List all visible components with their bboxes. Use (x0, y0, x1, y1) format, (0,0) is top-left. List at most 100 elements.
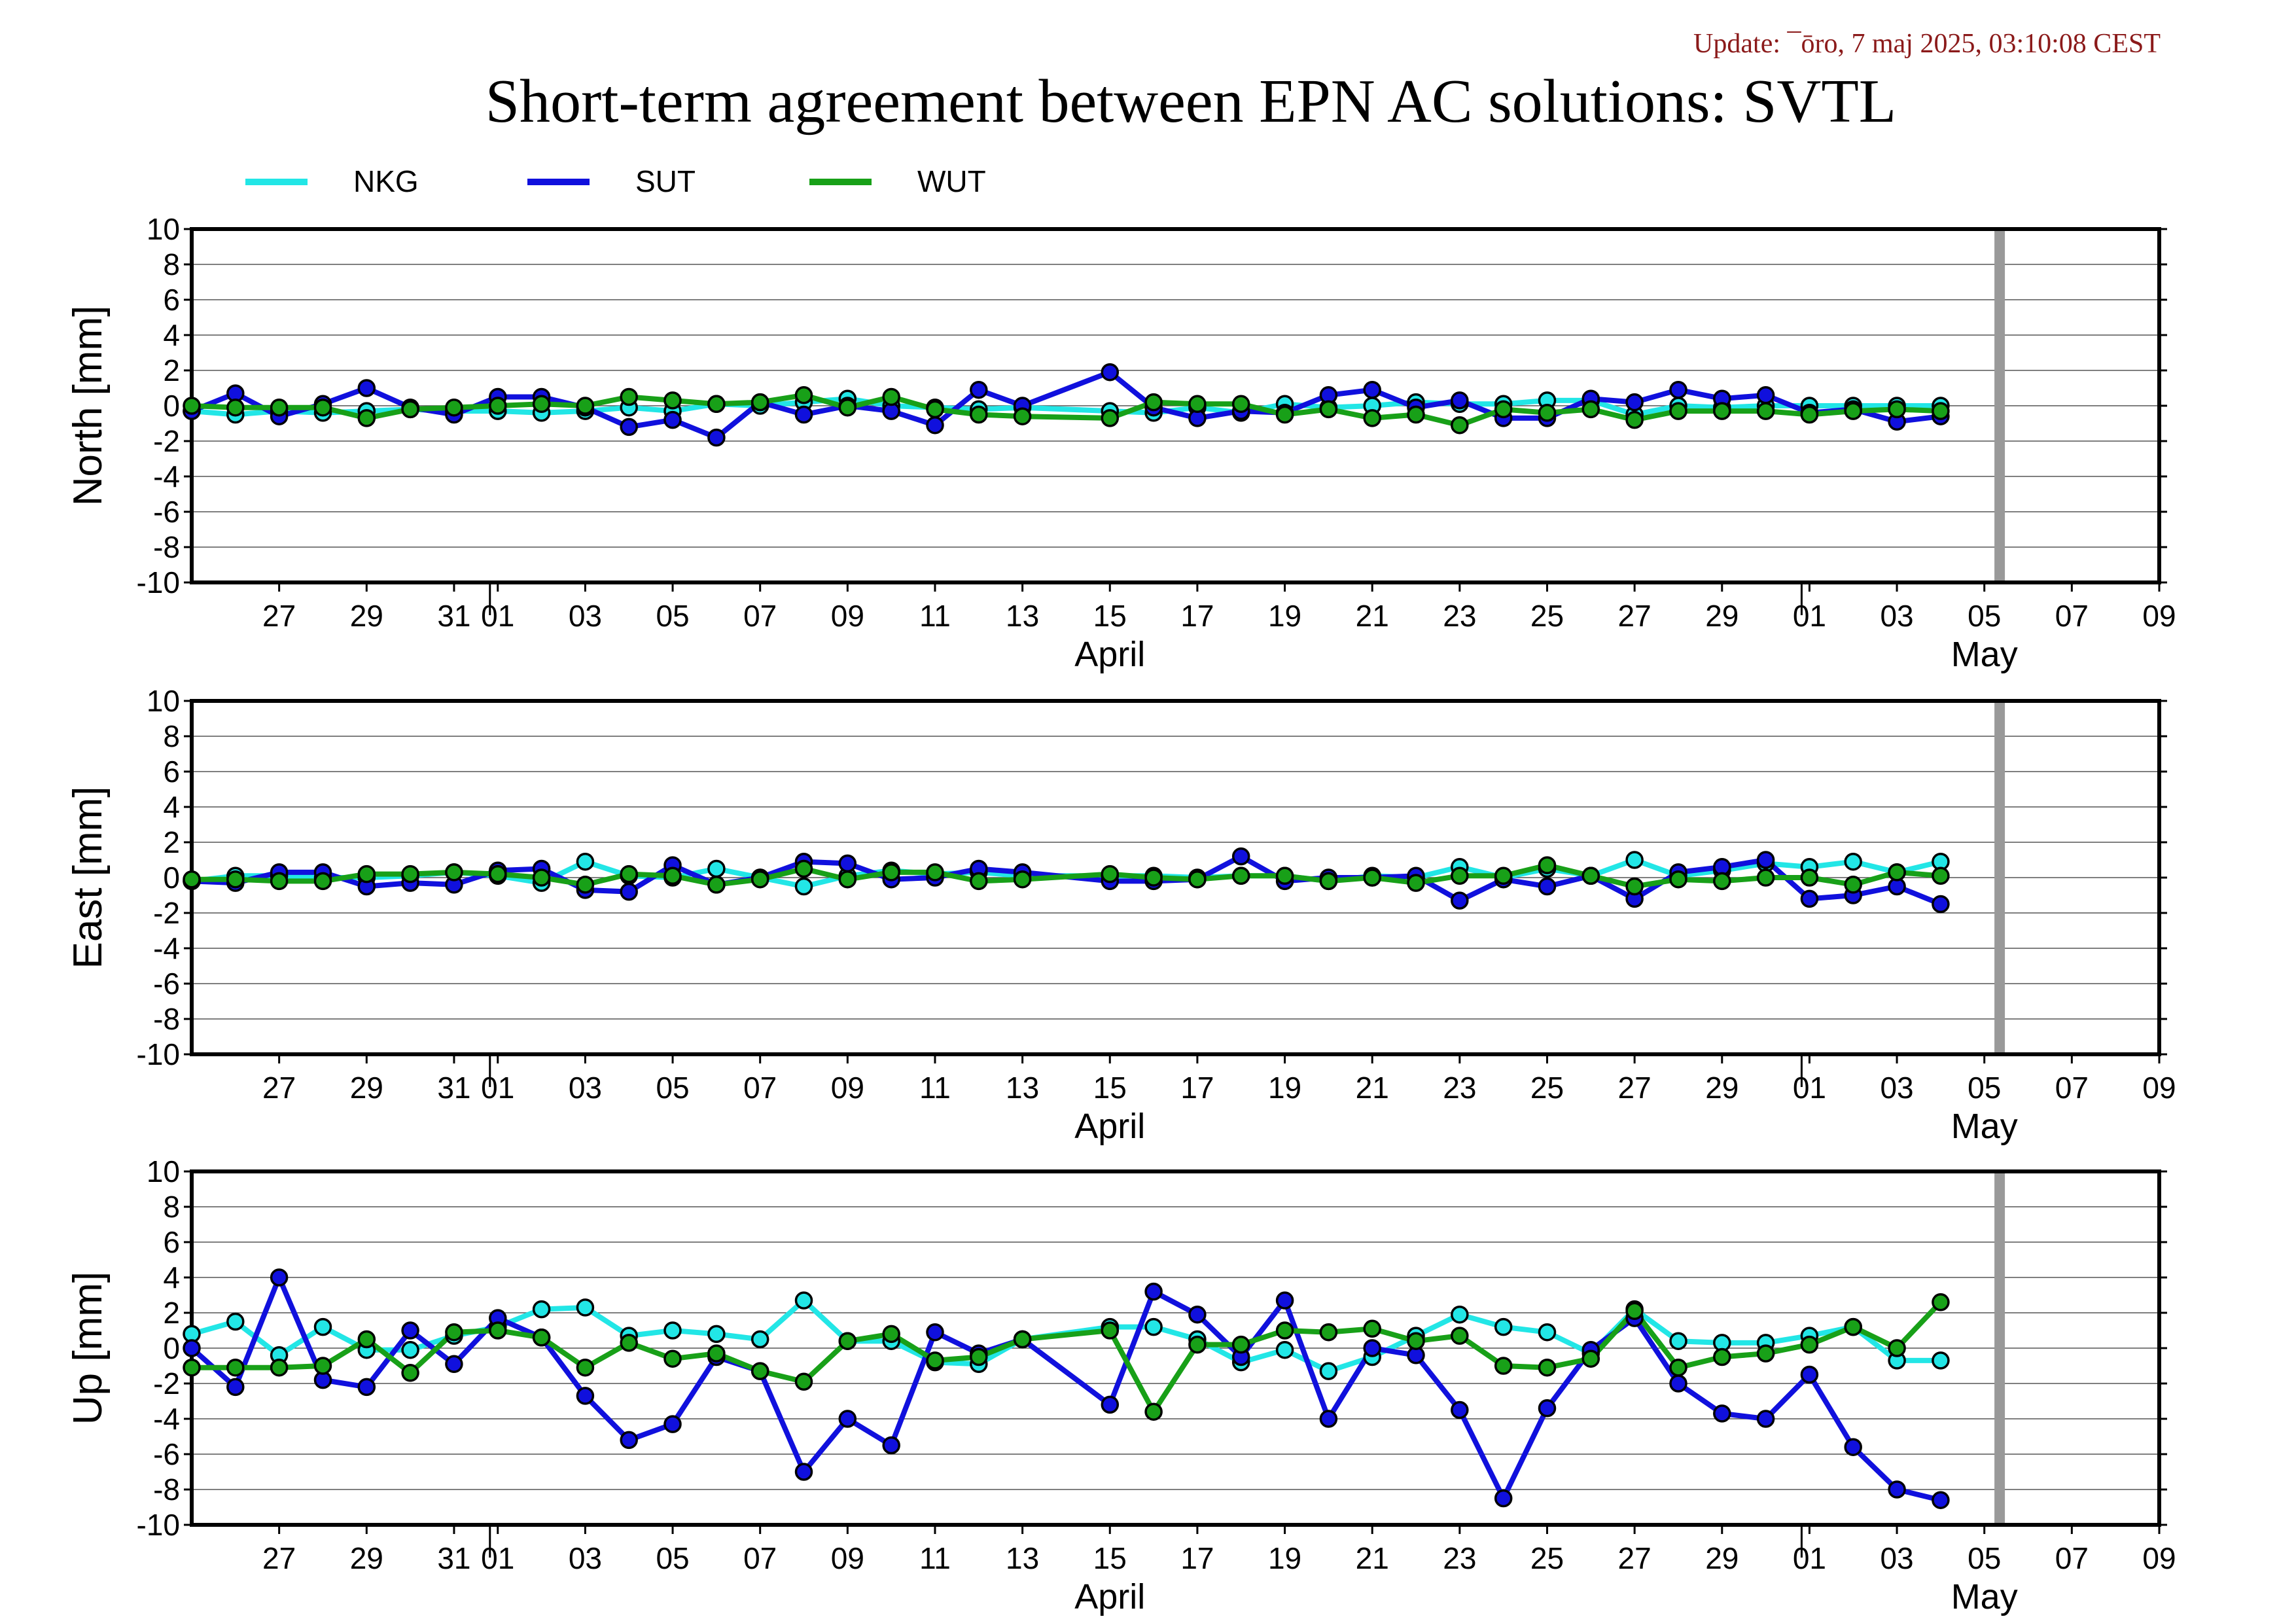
future-band (1994, 1171, 2005, 1525)
y-tick-label: 4 (163, 790, 180, 824)
x-tick-label: 17 (1180, 1071, 1214, 1105)
data-point-sut (663, 410, 682, 429)
y-tick-label: 8 (163, 1190, 180, 1224)
y-axis-label: East [mm] (65, 786, 111, 969)
series-line-sut (190, 1275, 1941, 1503)
data-point-wut (1625, 410, 1644, 429)
data-point-sut (1538, 877, 1557, 896)
month-label: April (1074, 635, 1145, 674)
x-tick-label: 23 (1443, 1071, 1476, 1105)
data-point-wut (1669, 870, 1687, 889)
data-point-sut (1756, 386, 1775, 404)
data-point-nkg (1494, 1317, 1513, 1336)
x-tick-label: 17 (1180, 1541, 1214, 1575)
y-tick-label: 6 (163, 1225, 180, 1259)
data-point-wut (1888, 863, 1906, 882)
x-tick-label: 03 (569, 1071, 602, 1105)
data-point-wut (270, 398, 289, 417)
data-point-wut (1188, 1335, 1207, 1354)
data-point-wut (183, 870, 201, 889)
x-tick-label: 31 (437, 1541, 470, 1575)
data-point-wut (1319, 872, 1338, 891)
data-point-wut (838, 398, 857, 417)
data-point-nkg (313, 1317, 332, 1336)
data-point-sut (1101, 1395, 1120, 1414)
x-tick-label: 15 (1093, 599, 1127, 633)
y-tick-label: -6 (153, 1437, 180, 1471)
data-point-nkg (707, 859, 726, 878)
x-tick-label: 13 (1006, 1541, 1039, 1575)
x-tick-label: 03 (1880, 599, 1913, 633)
x-tick-label: 27 (262, 599, 296, 633)
x-tick-label: 29 (350, 1541, 383, 1575)
x-tick-label: 09 (831, 1071, 864, 1105)
y-tick-label: 0 (163, 1331, 180, 1365)
data-point-wut (401, 400, 419, 419)
data-point-wut (1407, 405, 1425, 424)
data-point-wut (838, 1332, 857, 1350)
data-point-sut (1144, 1282, 1163, 1301)
data-point-wut (1844, 1317, 1862, 1336)
x-tick-label: 25 (1530, 599, 1564, 633)
data-point-wut (1101, 409, 1120, 427)
y-tick-label: 0 (163, 389, 180, 423)
y-tick-label: -10 (137, 1508, 180, 1542)
data-point-nkg (532, 1300, 551, 1319)
data-point-wut (794, 386, 813, 404)
y-tick-label: 10 (147, 1154, 180, 1188)
data-point-sut (576, 1387, 595, 1405)
data-point-sut (1231, 847, 1250, 866)
y-tick-label: -10 (137, 565, 180, 599)
data-point-nkg (1932, 1351, 1950, 1370)
data-point-sut (1451, 1400, 1469, 1419)
data-point-wut (970, 872, 988, 891)
data-point-nkg (576, 1298, 595, 1317)
y-axis-label: Up [mm] (65, 1272, 111, 1425)
x-tick-label: 27 (1618, 1541, 1651, 1575)
data-point-wut (1538, 856, 1557, 874)
data-point-sut (794, 1463, 813, 1481)
data-point-sut (838, 854, 857, 873)
data-point-wut (1101, 865, 1120, 883)
data-point-wut (1231, 866, 1250, 885)
y-tick-label: -8 (153, 530, 180, 564)
data-point-wut (1013, 1330, 1032, 1349)
x-tick-label: 17 (1180, 599, 1214, 633)
month-label: April (1074, 1107, 1145, 1146)
data-point-wut (226, 1358, 245, 1377)
x-tick-label: 15 (1093, 1071, 1127, 1105)
data-point-wut (794, 859, 813, 878)
x-tick-label: 07 (743, 599, 777, 633)
data-point-wut (1319, 400, 1338, 419)
data-point-wut (1451, 866, 1469, 885)
x-tick-label: 05 (1968, 1541, 2001, 1575)
data-point-wut (270, 872, 289, 891)
legend-label-sut: SUT (635, 164, 696, 198)
data-point-sut (794, 405, 813, 424)
data-point-wut (401, 865, 419, 883)
data-point-wut (794, 1372, 813, 1391)
data-point-sut (1625, 393, 1644, 412)
y-tick-label: 4 (163, 318, 180, 352)
data-point-nkg (794, 877, 813, 896)
x-tick-label: 07 (2055, 1541, 2089, 1575)
data-point-wut (1625, 877, 1644, 896)
legend: NKG SUT WUT (245, 164, 986, 198)
data-point-nkg (751, 1330, 769, 1349)
y-tick-label: 2 (163, 1296, 180, 1330)
data-point-sut (1494, 1489, 1513, 1508)
data-point-sut (1844, 1438, 1862, 1456)
data-point-wut (1407, 874, 1425, 892)
data-point-nkg (226, 1312, 245, 1331)
data-point-wut (1451, 416, 1469, 435)
x-tick-label: 11 (919, 1071, 951, 1105)
x-tick-label: 01 (1793, 1541, 1826, 1575)
data-point-sut (1451, 891, 1469, 910)
data-point-wut (445, 398, 463, 417)
data-point-wut (532, 1329, 551, 1347)
x-tick-label: 29 (350, 1071, 383, 1105)
data-point-wut (1669, 1358, 1687, 1377)
data-point-wut (882, 1325, 900, 1344)
data-point-wut (313, 398, 332, 417)
